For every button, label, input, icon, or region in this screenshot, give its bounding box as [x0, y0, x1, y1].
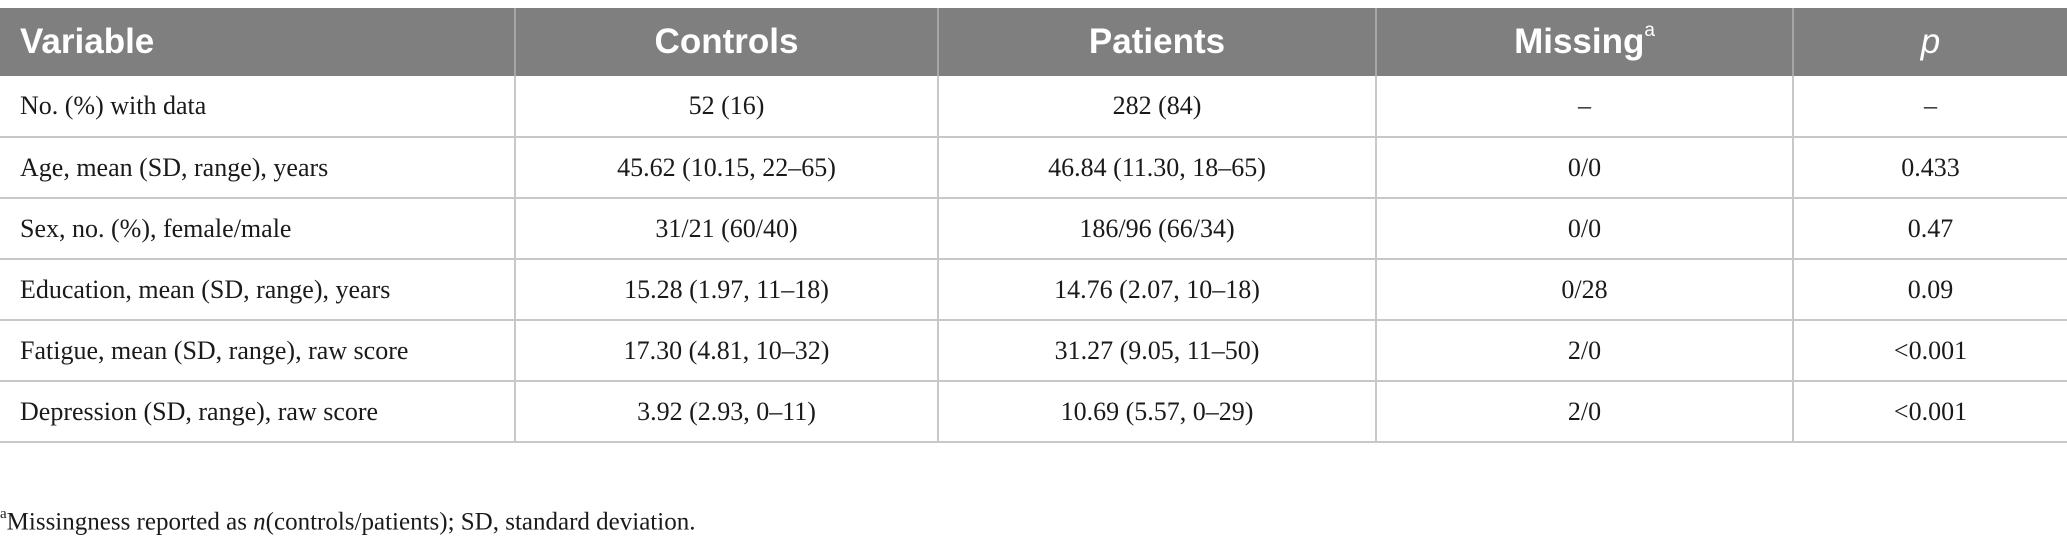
cell-missing: 0/0: [1375, 198, 1793, 260]
cell-controls: 17.30 (4.81, 10–32): [514, 320, 938, 382]
header-patients: Patients: [937, 8, 1376, 76]
cell-controls: 52 (16): [514, 76, 938, 138]
cell-patients: 31.27 (9.05, 11–50): [937, 320, 1376, 382]
cell-variable: Depression (SD, range), raw score: [0, 381, 515, 443]
cell-p-value: –: [1792, 76, 2067, 138]
cell-patients: 14.76 (2.07, 10–18): [937, 259, 1376, 321]
cell-missing: 0/28: [1375, 259, 1793, 321]
cell-variable: Sex, no. (%), female/male: [0, 198, 515, 260]
footnote-text-before: Missingness reported as: [6, 508, 254, 536]
header-controls: Controls: [514, 8, 938, 76]
table-row: Sex, no. (%), female/male 31/21 (60/40) …: [0, 198, 2067, 260]
header-missing: Missinga: [1375, 8, 1793, 76]
cell-patients: 282 (84): [937, 76, 1376, 138]
table-row: Depression (SD, range), raw score 3.92 (…: [0, 381, 2067, 443]
cell-patients: 10.69 (5.57, 0–29): [937, 381, 1376, 443]
cell-patients: 46.84 (11.30, 18–65): [937, 137, 1376, 199]
cell-missing: –: [1375, 76, 1793, 138]
cell-p-value: <0.001: [1792, 381, 2067, 443]
header-p-value: p: [1792, 8, 2067, 76]
cell-controls: 31/21 (60/40): [514, 198, 938, 260]
cell-controls: 3.92 (2.93, 0–11): [514, 381, 938, 443]
cell-patients: 186/96 (66/34): [937, 198, 1376, 260]
cell-missing: 2/0: [1375, 381, 1793, 443]
table-row: Age, mean (SD, range), years 45.62 (10.1…: [0, 137, 2067, 199]
header-missing-label: Missing: [1514, 22, 1645, 61]
demographics-table: Variable Controls Patients Missinga p No…: [0, 8, 2067, 443]
footnote-italic-n: n: [253, 508, 266, 536]
cell-p-value: 0.09: [1792, 259, 2067, 321]
header-missing-footnote-marker: a: [1644, 20, 1655, 42]
cell-p-value: 0.433: [1792, 137, 2067, 199]
cell-controls: 15.28 (1.97, 11–18): [514, 259, 938, 321]
header-variable: Variable: [20, 22, 155, 61]
cell-missing: 0/0: [1375, 137, 1793, 199]
cell-variable: Fatigue, mean (SD, range), raw score: [0, 320, 515, 382]
cell-p-value: <0.001: [1792, 320, 2067, 382]
cell-p-value: 0.47: [1792, 198, 2067, 260]
cell-missing: 2/0: [1375, 320, 1793, 382]
table-row: Education, mean (SD, range), years 15.28…: [0, 259, 2067, 321]
cell-variable: No. (%) with data: [0, 76, 515, 138]
cell-variable: Education, mean (SD, range), years: [0, 259, 515, 321]
table-row: No. (%) with data 52 (16) 282 (84) – –: [0, 76, 2067, 138]
cell-controls: 45.62 (10.15, 22–65): [514, 137, 938, 199]
demographics-table-container: Variable Controls Patients Missinga p No…: [0, 8, 2067, 443]
table-footnote: aMissingness reported as n(controls/pati…: [0, 506, 696, 536]
footnote-marker: a: [0, 506, 7, 522]
table-row: Fatigue, mean (SD, range), raw score 17.…: [0, 320, 2067, 382]
cell-variable: Age, mean (SD, range), years: [0, 137, 515, 199]
table-header-row: Variable Controls Patients Missinga p: [0, 8, 2067, 76]
footnote-text-after: (controls/patients); SD, standard deviat…: [265, 508, 696, 536]
